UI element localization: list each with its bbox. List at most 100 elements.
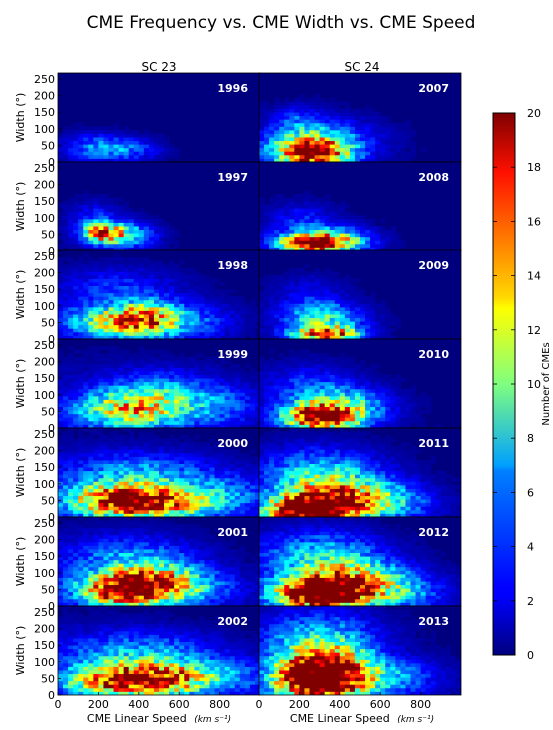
heatmap-cell (98, 513, 104, 517)
heatmap-cell (143, 144, 150, 149)
heatmap-cell (63, 321, 69, 326)
heatmap-cell (78, 194, 84, 198)
heatmap-cell (349, 247, 356, 251)
heatmap-cell (153, 147, 160, 152)
heatmap-cell (123, 495, 130, 500)
heatmap-cell (189, 495, 195, 500)
heatmap-cell (259, 233, 265, 238)
heatmap-cell (304, 264, 310, 269)
heatmap-cell (189, 271, 195, 276)
heatmap-cell (319, 403, 326, 408)
heatmap-cell (108, 292, 114, 297)
heatmap-cell (133, 222, 140, 227)
heatmap-cell (179, 324, 185, 329)
heatmap-cell (169, 495, 175, 500)
heatmap-cell (294, 378, 300, 383)
heatmap-cell (279, 211, 285, 216)
heatmap-cell (385, 133, 391, 138)
heatmap-cell (123, 374, 130, 379)
heatmap-cell (219, 420, 226, 425)
heatmap-cell (103, 420, 109, 425)
heatmap-cell (93, 424, 99, 428)
heatmap-cell (118, 488, 125, 493)
heatmap-cell (78, 428, 84, 432)
heatmap-cell (370, 303, 376, 308)
heatmap-cell (118, 442, 125, 447)
heatmap-cell (284, 367, 290, 372)
heatmap-cell (329, 321, 336, 326)
heatmap-cell (239, 321, 246, 326)
heatmap-cell (239, 502, 246, 507)
heatmap-cell (309, 299, 315, 304)
heatmap-cell (128, 367, 135, 372)
heatmap-cell (164, 321, 170, 326)
heatmap-cell (88, 194, 94, 198)
heatmap-cell (148, 449, 155, 454)
heatmap-cell (329, 101, 336, 106)
heatmap-cell (339, 204, 346, 209)
heatmap-cell (108, 226, 114, 231)
heatmap-cell (174, 331, 180, 336)
heatmap-cell (279, 101, 285, 106)
heatmap-cell (209, 477, 215, 482)
heatmap-cell (118, 410, 125, 415)
heatmap-cell (108, 502, 114, 507)
heatmap-cell (314, 363, 320, 368)
heatmap-cell (249, 314, 256, 319)
heatmap-cell (153, 388, 160, 393)
heatmap-cell (259, 492, 265, 497)
heatmap-cell (344, 363, 351, 368)
heatmap-cell (274, 413, 280, 418)
heatmap-cell (239, 424, 246, 428)
heatmap-cell (284, 371, 290, 375)
heatmap-cell (284, 417, 290, 422)
heatmap-cell (164, 413, 170, 418)
heatmap-cell (329, 289, 336, 294)
heatmap-cell (284, 289, 290, 294)
heatmap-cell (254, 385, 260, 390)
heatmap-cell (148, 420, 155, 425)
heatmap-cell (73, 299, 79, 304)
heatmap-cell (360, 399, 366, 404)
heatmap-cell (339, 399, 346, 404)
heatmap-cell (319, 151, 326, 156)
heatmap-cell (159, 140, 165, 145)
heatmap-cell (299, 317, 305, 322)
heatmap-cell (229, 378, 236, 383)
heatmap-cell (289, 204, 295, 209)
heatmap-cell (118, 392, 125, 397)
heatmap-cell (279, 371, 285, 375)
heatmap-cell (425, 403, 432, 408)
heatmap-cell (133, 264, 140, 269)
heatmap-cell (400, 392, 406, 397)
heatmap-cell (309, 137, 315, 142)
heatmap-cell (214, 499, 220, 504)
heatmap-cell (169, 413, 175, 418)
heatmap-cell (234, 452, 241, 457)
heatmap-cell (128, 282, 135, 286)
heatmap-cell (118, 321, 125, 326)
heatmap-cell (244, 474, 251, 479)
heatmap-cell (204, 285, 210, 290)
heatmap-cell (279, 296, 285, 301)
heatmap-cell (219, 492, 226, 497)
heatmap-cell (380, 388, 386, 393)
heatmap-cell (113, 267, 119, 272)
heatmap-cell (284, 236, 290, 241)
heatmap-cell (370, 144, 376, 149)
heatmap-cell (113, 449, 119, 454)
heatmap-cell (349, 321, 356, 326)
heatmap-cell (73, 371, 79, 375)
heatmap-cell (63, 499, 69, 504)
heatmap-cell (209, 356, 215, 361)
heatmap-cell (264, 317, 270, 322)
heatmap-cell (324, 417, 331, 422)
heatmap-cell (58, 417, 64, 422)
heatmap-cell (143, 374, 150, 379)
heatmap-cell (179, 424, 185, 428)
heatmap-cell (370, 317, 376, 322)
heatmap-cell (133, 158, 140, 162)
heatmap-cell (133, 278, 140, 283)
heatmap-cell (370, 388, 376, 393)
